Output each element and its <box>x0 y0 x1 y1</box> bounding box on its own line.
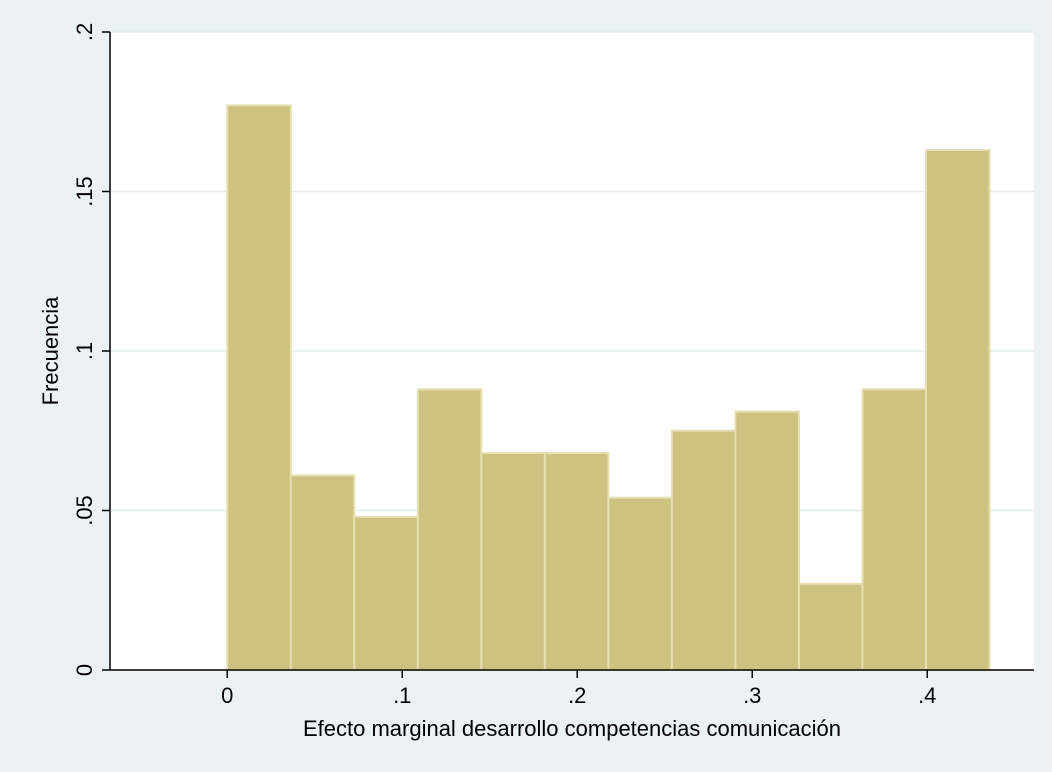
bar-3 <box>353 515 419 671</box>
bar-11 <box>861 388 928 671</box>
y-tick-label-2: .1 <box>72 342 97 360</box>
bar-7 <box>607 496 673 671</box>
y-ticks: 0 .05 .1 .15 .2 <box>72 23 110 676</box>
bar-8 <box>670 429 737 671</box>
bar-12 <box>925 149 991 671</box>
bar-4 <box>416 388 483 671</box>
y-tick-label-3: .15 <box>72 176 97 207</box>
y-tick-label-0: 0 <box>72 664 97 676</box>
bar-2 <box>289 474 356 671</box>
x-ticks: 0 .1 .2 .3 .4 <box>221 670 936 708</box>
y-axis-title: Frecuencia <box>38 296 63 406</box>
x-tick-label-2: .2 <box>568 683 586 708</box>
y-tick-label-4: .2 <box>72 23 97 41</box>
bar-1 <box>226 104 292 672</box>
x-axis-title: Efecto marginal desarrollo competencias … <box>303 716 841 741</box>
y-tick-label-1: .05 <box>72 495 97 526</box>
x-tick-label-3: .3 <box>743 683 761 708</box>
bar-10 <box>797 582 864 671</box>
x-tick-label-4: .4 <box>918 683 936 708</box>
x-tick-label-0: 0 <box>221 683 233 708</box>
bar-9 <box>734 410 800 671</box>
bar-6 <box>543 452 610 671</box>
bar-5 <box>480 452 546 671</box>
x-tick-label-1: .1 <box>393 683 411 708</box>
